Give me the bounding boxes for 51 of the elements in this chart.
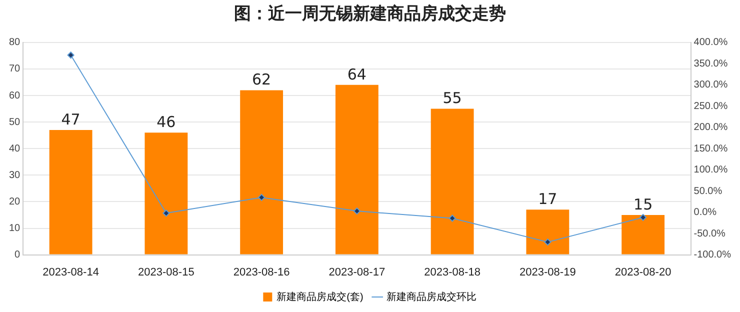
point: [544, 238, 552, 246]
y2-tick-label: 300.0%: [694, 80, 728, 91]
point: [162, 210, 170, 217]
y2-tick-label: 100.0%: [694, 164, 728, 176]
x-tick-label: 2023-08-14: [42, 266, 99, 278]
point: [640, 214, 647, 221]
data-label: 15: [634, 195, 653, 214]
x-tick-label: 2023-08-17: [328, 266, 386, 278]
y2-tick-label: -100.0%: [694, 250, 732, 261]
bar: [622, 214, 665, 254]
bar: [240, 90, 284, 254]
y-tick-label: 40: [9, 143, 21, 154]
bar: [144, 132, 188, 254]
y2-tick-label: 50.0%: [694, 186, 722, 197]
y2-tick-label: 150.0%: [694, 143, 728, 154]
point: [67, 52, 74, 59]
y-tick-label: 60: [9, 90, 21, 102]
legend-label: 新建商品房成交环比: [386, 290, 476, 303]
x-tick-label: 2023-08-20: [614, 266, 672, 278]
y2-tick-label: 200.0%: [694, 122, 728, 134]
y-tick-label: 20: [9, 196, 21, 208]
y-tick-label: 70: [9, 64, 21, 75]
data-label: 17: [538, 190, 558, 208]
y2-tick-label: 250.0%: [694, 100, 728, 112]
y2-tick-label: 400.0%: [694, 37, 728, 48]
data-label: 47: [61, 110, 80, 128]
x-tick-label: 2023-08-15: [138, 266, 194, 278]
data-label: 46: [156, 113, 176, 132]
data-label: 62: [252, 70, 272, 89]
bar: [526, 210, 570, 254]
y2-tick-label: 350.0%: [694, 58, 728, 70]
x-tick-label: 2023-08-18: [424, 266, 480, 278]
y-tick-label: 80: [9, 37, 21, 48]
data-label: 55: [442, 89, 462, 108]
x-tick-label: 2023-08-19: [520, 266, 576, 278]
point: [353, 208, 360, 215]
y2-tick-label: 0.0%: [694, 207, 717, 218]
y-tick-label: 0: [14, 250, 21, 261]
chart-title: 图：近一周无锡新建商品房成交走势: [234, 4, 506, 23]
x-tick-label: 2023-08-16: [233, 266, 290, 278]
data-label: 64: [347, 65, 366, 84]
point: [448, 214, 456, 222]
point: [258, 194, 266, 201]
bar: [430, 108, 474, 254]
legend-label: 新建商品房成交(套): [276, 290, 364, 303]
bar: [49, 130, 92, 254]
bar: [335, 84, 378, 254]
y-tick-label: 50: [9, 116, 21, 128]
y2-tick-label: -50.0%: [694, 228, 726, 240]
y-tick-label: 10: [9, 223, 21, 234]
y-tick-label: 30: [9, 170, 21, 181]
